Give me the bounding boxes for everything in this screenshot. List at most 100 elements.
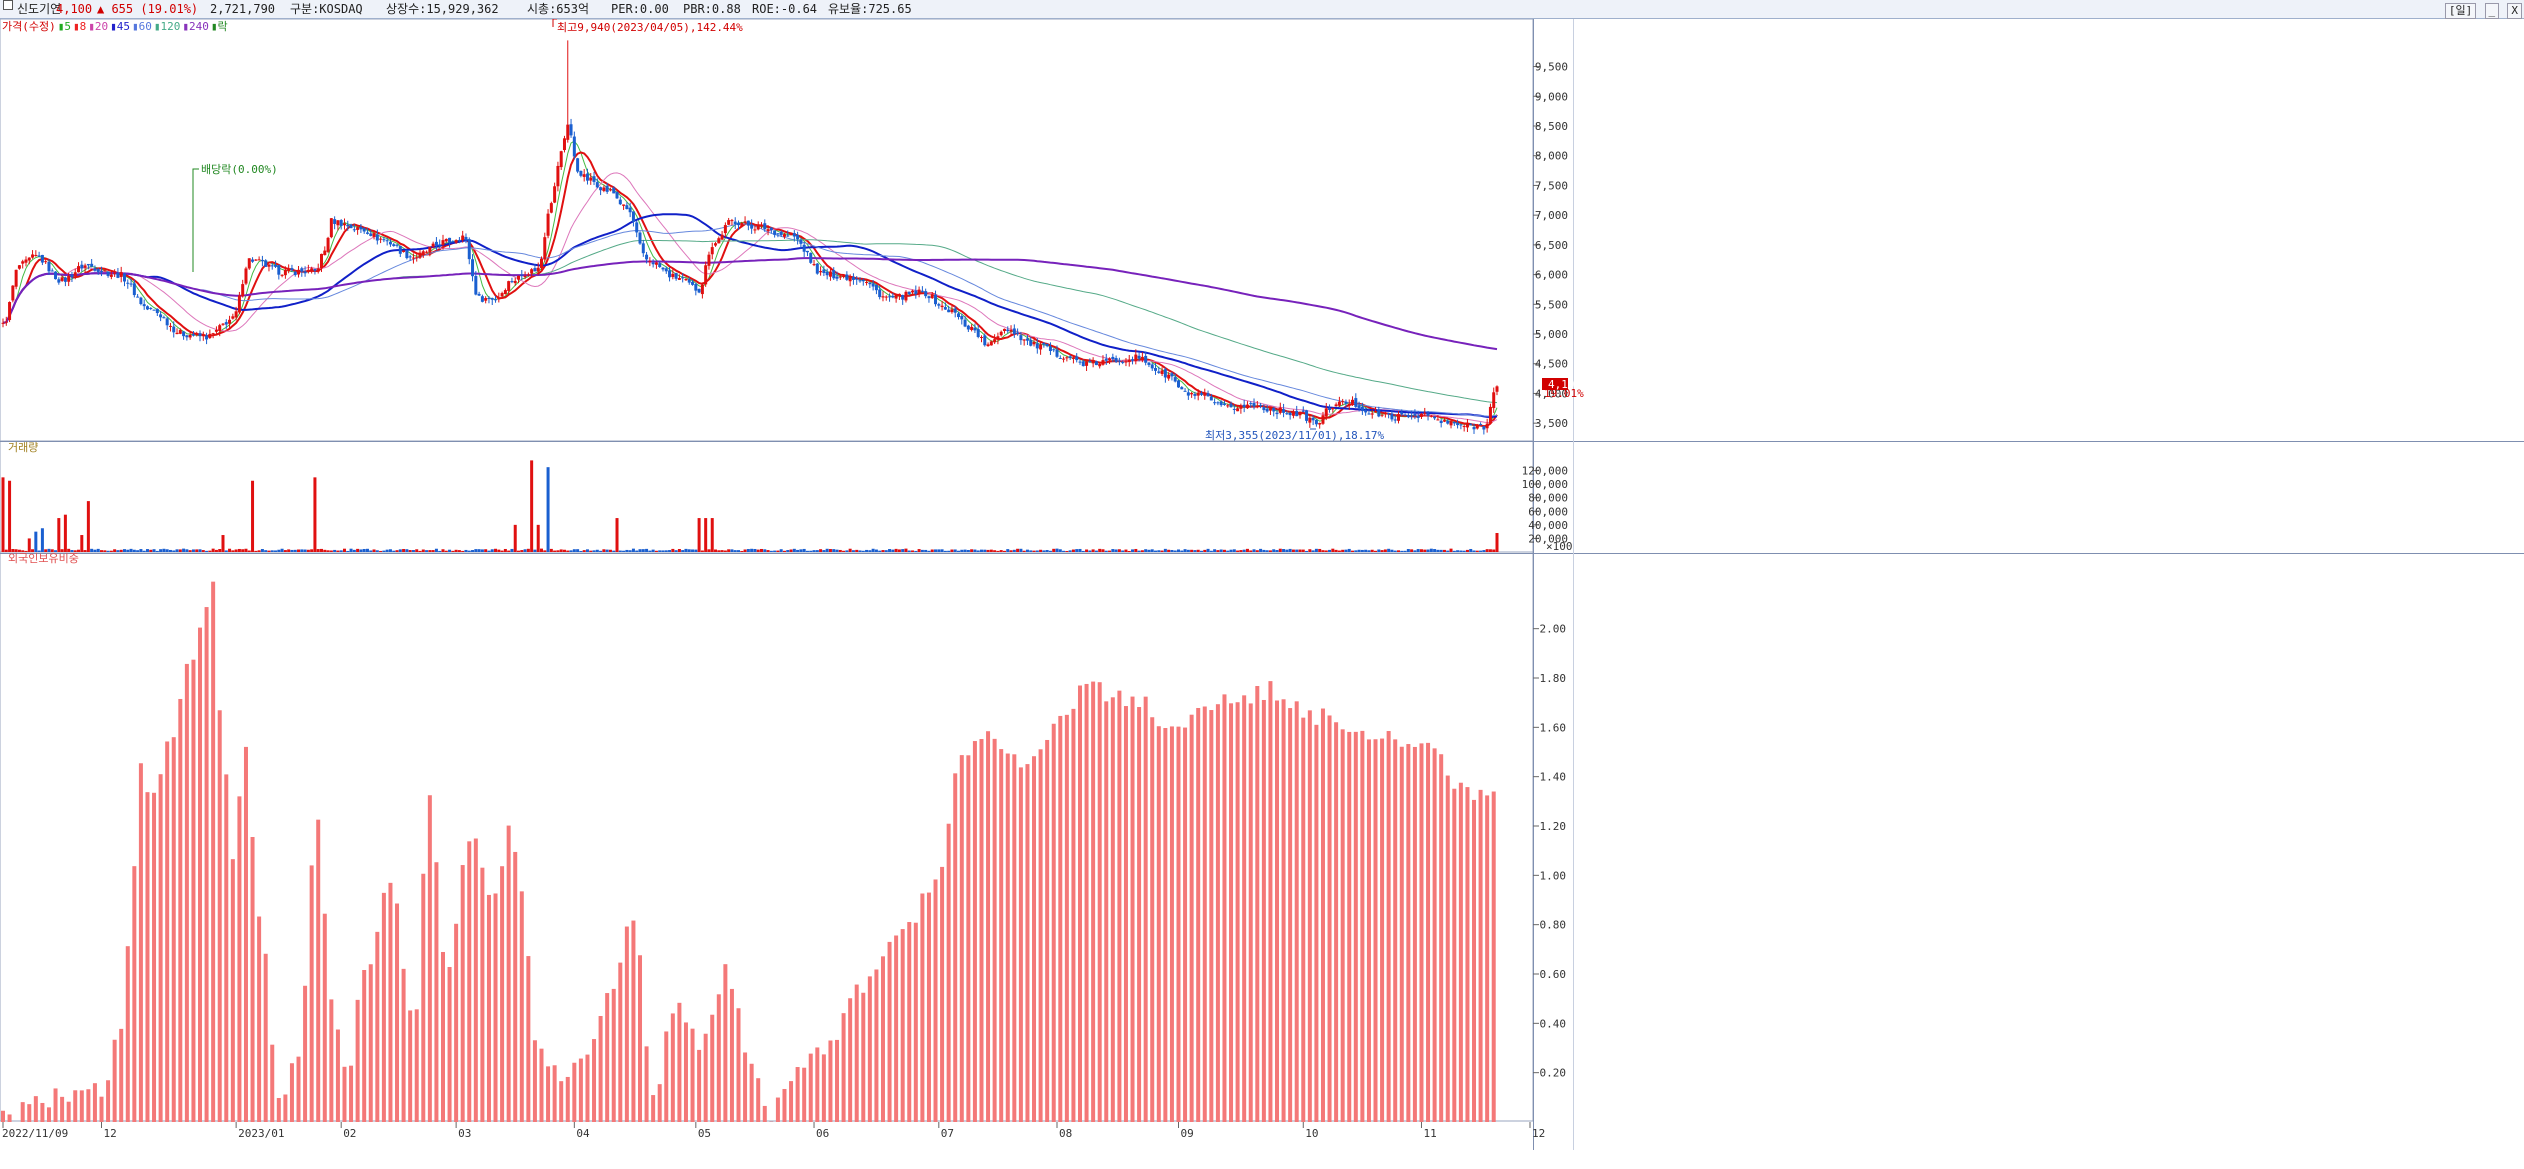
foreign-ratio-bar (664, 1031, 669, 1122)
select-checkbox[interactable] (3, 0, 13, 10)
close-button[interactable]: X (2507, 3, 2522, 19)
foreign-ratio-bar (677, 1002, 682, 1122)
foreign-tick-label: 1.20 (1540, 820, 1567, 833)
stock-chart[interactable]: 9,500 9,000 8,500 8,000 7,500 7,000 6,500 6,000… (0, 19, 2524, 1169)
volume-bar (526, 548, 530, 552)
ma-20-line (2, 172, 1498, 424)
volume-bar (1160, 550, 1164, 552)
volume-bar (218, 548, 222, 552)
candle-body (569, 124, 573, 136)
candle-body (1117, 360, 1121, 362)
volume-bar (1124, 549, 1128, 552)
volume-bar (645, 548, 649, 552)
candle-body (1275, 412, 1279, 415)
candle-body (1374, 410, 1378, 413)
candle-body (897, 293, 901, 295)
period-button[interactable]: [일] (2444, 3, 2477, 19)
volume-bar (694, 549, 698, 552)
volume-bar (664, 550, 668, 552)
volume-bar (576, 549, 580, 552)
foreign-ratio-bar (1412, 746, 1417, 1122)
candle-body (1413, 414, 1417, 416)
foreign-ratio-bar (1137, 707, 1142, 1122)
candle-body (934, 294, 938, 305)
candle-body (1301, 410, 1305, 412)
volume-bar (1117, 549, 1121, 552)
candle-body (737, 222, 741, 226)
volume-bar (316, 549, 320, 552)
title-bar: 신도기연 4,100 ▲ 655 (19.01%) 2,721,790 구분:K… (0, 0, 2524, 19)
candle-body (316, 268, 320, 272)
candle-body (805, 250, 809, 253)
candle-body (842, 275, 846, 277)
candle-body (1419, 413, 1423, 417)
candle-body (924, 291, 928, 297)
minimize-button[interactable]: _ (2484, 3, 2500, 19)
candle-body (546, 213, 550, 236)
volume-bar (126, 549, 130, 552)
foreign-ratio-bar (1104, 701, 1109, 1122)
volume-bar (165, 549, 169, 552)
foreign-ratio-bar (670, 1013, 675, 1122)
candle-body (1193, 394, 1197, 396)
candle-body (1176, 380, 1180, 388)
candle-body (1078, 361, 1082, 363)
candle-body (152, 309, 156, 311)
candle-body (1163, 369, 1167, 378)
foreign-ratio-bar (125, 946, 130, 1122)
volume-bar (221, 535, 225, 552)
foreign-ratio-bar (414, 1009, 419, 1122)
foreign-ratio-bar (933, 879, 938, 1122)
candle-body (421, 251, 425, 254)
volume-bar (654, 550, 658, 552)
foreign-ratio-bar (1491, 791, 1496, 1122)
candle-body (369, 233, 373, 236)
foreign-ratio-bar (1360, 730, 1365, 1122)
foreign-ratio-bar (1, 1110, 5, 1122)
foreign-ratio-bar (342, 1066, 347, 1122)
candle-body (993, 339, 997, 343)
candle-body (254, 259, 258, 261)
volume-bar (1016, 548, 1020, 552)
volume-bar (996, 550, 1000, 552)
volume-bar (44, 549, 48, 552)
candle-body (786, 235, 790, 237)
volume-bar (349, 548, 353, 552)
foreign-ratio-bar (1439, 754, 1444, 1122)
volume-bar (1068, 550, 1072, 552)
candle-body (106, 271, 110, 276)
candle-body (1357, 405, 1361, 408)
volume-bar (553, 550, 557, 552)
volume-bar (513, 524, 517, 552)
foreign-ratio-bar (1163, 728, 1168, 1122)
foreign-ratio-bar (1117, 690, 1122, 1122)
volume-bar (894, 548, 898, 552)
candle-body (766, 229, 770, 231)
candle-body (1262, 407, 1266, 411)
candle-body (763, 223, 767, 230)
candle-body (651, 262, 655, 265)
candle-body (24, 259, 28, 263)
foreign-ratio-bar (66, 1101, 71, 1122)
candle-body (694, 283, 698, 291)
foreign-ratio-bar (1294, 701, 1299, 1122)
volume-bar (1180, 550, 1184, 552)
candle-body (612, 187, 616, 194)
candle-body (1446, 420, 1450, 424)
volume-bar (1334, 549, 1338, 552)
foreign-ratio-bar (1426, 742, 1431, 1122)
foreign-ratio-bar (986, 731, 991, 1122)
candle-body (231, 316, 235, 319)
candle-body (497, 297, 501, 300)
candle-body (618, 199, 622, 205)
candle-body (740, 222, 744, 227)
candle-body (1282, 409, 1286, 413)
candle-body (947, 309, 951, 313)
foreign-ratio-bar (1347, 731, 1352, 1122)
candle-body (431, 243, 435, 247)
candle-body (668, 270, 672, 278)
candle-body (1390, 413, 1394, 420)
volume-bar (1114, 549, 1118, 552)
foreign-ratio-bar (270, 1044, 275, 1122)
volume-bar (1137, 550, 1141, 552)
